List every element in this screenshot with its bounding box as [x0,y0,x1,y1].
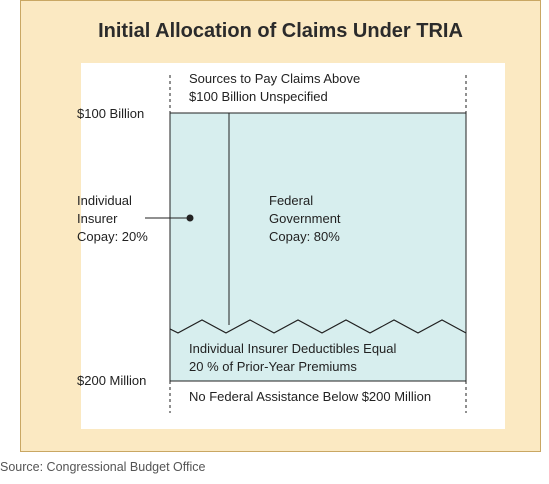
top-threshold-label: $100 Billion [77,106,145,121]
insurer-copay-line-3: Copay: 20% [77,229,148,244]
federal-copay-line-1: Federal [269,193,314,208]
below-label: No Federal Assistance Below $200 Million [189,389,432,404]
above-label-line-2: $100 Billion Unspecified [189,89,328,104]
insurer-pointer-dot [186,214,194,222]
insurer-copay-line-2: Insurer [77,211,118,226]
deductibles-line-1: Individual Insurer Deductibles Equal [189,341,397,356]
above-label-line-1: Sources to Pay Claims Above [189,71,361,86]
federal-copay-line-2: Government [269,211,341,226]
insurer-copay-line-1: Individual [77,193,132,208]
deductibles-region [169,319,467,382]
federal-copay-line-3: Copay: 80% [269,229,340,244]
source-note: Source: Congressional Budget Office [0,460,206,474]
deductibles-line-2: 20 % of Prior-Year Premiums [189,359,357,374]
bottom-threshold-label: $200 Million [77,373,147,388]
figure-title: Initial Allocation of Claims Under TRIA [98,20,463,42]
